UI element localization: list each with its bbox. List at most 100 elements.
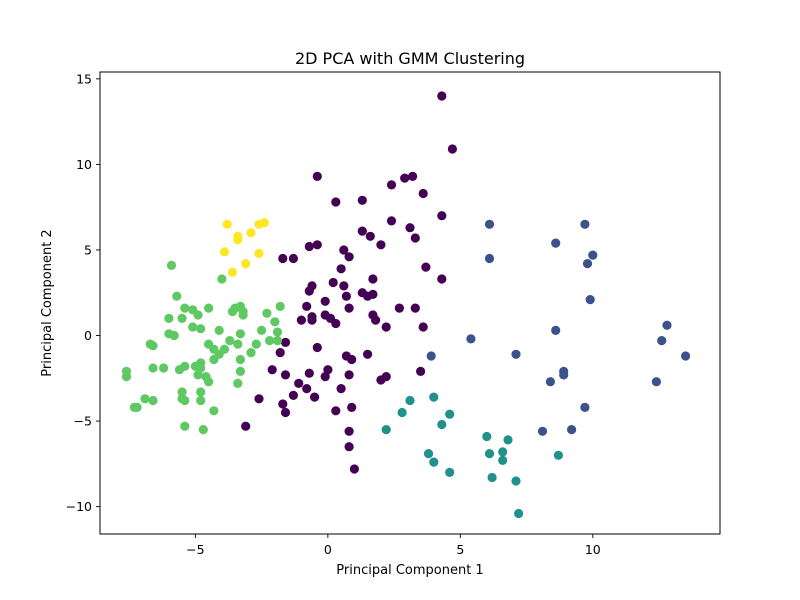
data-point: [397, 407, 407, 418]
plot-area-frame: [99, 71, 721, 535]
data-point: [386, 216, 397, 226]
y-tick-label: 10: [76, 157, 92, 172]
data-point: [580, 402, 590, 412]
data-point: [148, 363, 158, 373]
data-point: [312, 342, 322, 353]
data-point: [410, 303, 420, 313]
data-point: [177, 313, 187, 323]
x-tick-label: 0: [324, 542, 332, 557]
data-point: [336, 264, 346, 274]
data-point: [222, 219, 232, 229]
x-axis-label: Principal Component 1: [336, 563, 483, 578]
data-point: [368, 274, 378, 284]
data-point: [341, 291, 351, 301]
data-point: [275, 301, 285, 311]
scatter-points: [121, 91, 691, 519]
data-point: [511, 476, 521, 486]
data-point: [498, 447, 508, 457]
data-point: [235, 366, 245, 376]
data-point: [270, 317, 280, 327]
data-point: [567, 425, 577, 435]
data-point: [357, 226, 367, 236]
data-point: [363, 349, 373, 359]
data-point: [344, 252, 354, 262]
data-point: [339, 281, 349, 291]
data-point: [241, 259, 251, 269]
data-point: [681, 351, 691, 361]
data-point: [233, 235, 243, 245]
data-point: [259, 218, 269, 228]
data-point: [307, 315, 317, 325]
data-point: [551, 325, 561, 335]
data-point: [437, 274, 447, 284]
x-tick-label: −5: [186, 542, 204, 557]
data-point: [304, 368, 314, 378]
data-point: [198, 425, 208, 435]
y-tick-label: −10: [66, 499, 92, 514]
data-point: [312, 171, 322, 181]
data-point: [214, 325, 224, 335]
data-point: [280, 370, 291, 380]
x-axis: −5 0 5 10: [186, 534, 601, 557]
data-point: [545, 377, 556, 387]
data-point: [588, 250, 598, 260]
data-point: [662, 320, 672, 330]
data-point: [193, 370, 203, 380]
data-point: [209, 406, 219, 416]
data-point: [344, 370, 354, 380]
data-point: [180, 421, 190, 431]
data-point: [416, 366, 426, 376]
data-point: [196, 324, 206, 334]
data-point: [209, 354, 219, 365]
x-tick-label: 10: [585, 542, 601, 557]
data-point: [484, 253, 495, 264]
data-point: [657, 336, 667, 346]
data-point: [169, 330, 179, 341]
data-point: [371, 315, 381, 325]
data-point: [466, 334, 476, 344]
data-point: [140, 394, 150, 404]
data-point: [344, 442, 354, 452]
data-point: [257, 325, 267, 335]
data-point: [582, 259, 593, 269]
data-point: [204, 377, 214, 387]
data-point: [511, 349, 521, 359]
y-tick-label: 5: [84, 242, 92, 257]
data-point: [537, 426, 548, 436]
data-point: [121, 372, 132, 382]
data-point: [429, 457, 439, 467]
data-point: [344, 303, 354, 313]
data-point: [172, 291, 182, 301]
data-point: [233, 378, 243, 388]
data-point: [217, 274, 227, 284]
data-point: [421, 262, 431, 272]
data-point: [320, 296, 330, 306]
data-point: [344, 426, 354, 436]
data-point: [498, 455, 508, 465]
data-point: [357, 195, 367, 205]
data-point: [323, 365, 333, 375]
data-point: [400, 173, 410, 183]
data-point: [514, 508, 524, 519]
data-point: [418, 188, 428, 199]
data-point: [410, 233, 420, 243]
data-point: [559, 370, 569, 380]
data-point: [405, 395, 415, 406]
data-point: [302, 301, 312, 311]
data-point: [331, 318, 341, 329]
x-tick-label: 5: [456, 542, 464, 557]
data-point: [381, 372, 391, 382]
data-point: [386, 180, 397, 190]
data-point: [503, 435, 513, 445]
data-point: [437, 91, 447, 101]
data-point: [482, 431, 492, 442]
data-point: [235, 329, 245, 339]
data-point: [278, 399, 288, 409]
data-point: [265, 336, 275, 346]
data-point: [204, 303, 214, 313]
data-point: [177, 387, 187, 397]
y-axis: −10 −5 0 5 10 15: [66, 71, 100, 514]
y-tick-label: 15: [76, 71, 92, 86]
y-tick-label: −5: [74, 414, 92, 429]
